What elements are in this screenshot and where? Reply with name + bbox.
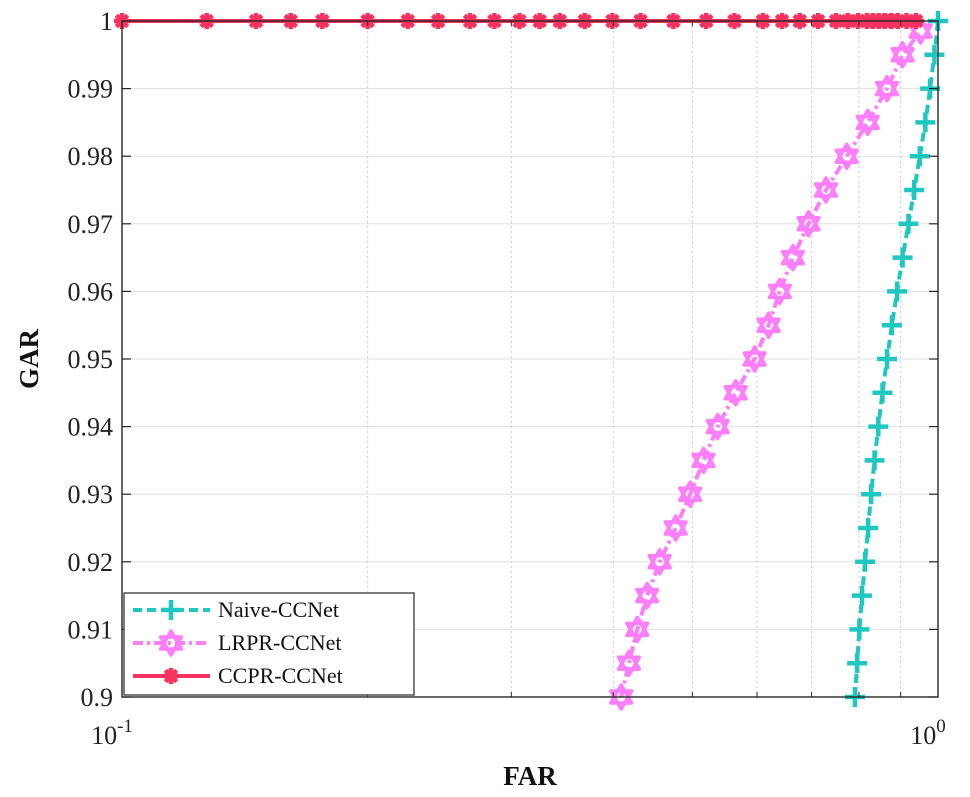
data-point xyxy=(858,518,879,538)
x-tick-label: 10-1 xyxy=(91,716,133,750)
data-point xyxy=(881,315,902,336)
data-point xyxy=(647,548,672,576)
data-point xyxy=(852,585,873,606)
y-tick-label: 0.97 xyxy=(68,210,114,239)
data-point xyxy=(705,412,730,441)
y-tick-label: 0.9 xyxy=(81,683,114,712)
data-point xyxy=(813,176,839,204)
legend-label: Naive-CCNet xyxy=(218,597,339,622)
y-tick-label: 0.95 xyxy=(68,345,114,374)
data-point xyxy=(855,108,880,137)
data-point xyxy=(855,551,876,572)
y-tick-label: 0.99 xyxy=(68,75,114,104)
data-point xyxy=(767,277,792,306)
data-point xyxy=(834,142,859,170)
y-tick-label: 0.94 xyxy=(68,413,114,442)
x-tick-label: 100 xyxy=(910,716,946,750)
data-point xyxy=(847,653,868,674)
legend-marker xyxy=(161,600,181,620)
data-point xyxy=(887,281,908,302)
data-point xyxy=(723,379,748,407)
data-point xyxy=(691,446,716,475)
data-point xyxy=(796,210,821,238)
series-line xyxy=(619,29,923,698)
y-tick-label: 0.92 xyxy=(68,548,114,577)
legend-marker xyxy=(158,629,184,657)
data-point xyxy=(861,484,882,505)
data-point xyxy=(898,213,919,234)
legend-label: CCPR-CCNet xyxy=(218,663,343,688)
y-axis-title: GAR xyxy=(14,329,44,390)
data-point xyxy=(616,649,642,677)
y-tick-label: 0.96 xyxy=(68,277,114,306)
data-point xyxy=(625,615,650,644)
data-point xyxy=(924,44,945,65)
data-point xyxy=(868,416,889,437)
data-point xyxy=(663,514,688,542)
data-point xyxy=(849,619,870,640)
data-point xyxy=(756,311,781,339)
data-point xyxy=(609,683,634,711)
x-axis-title: FAR xyxy=(503,761,557,791)
x-tick-base: 10 xyxy=(910,721,936,750)
data-point xyxy=(634,581,660,610)
axis-ticks: 0.9 0.91 0.92 0.93 0.94 0.95 0.96 0.97 0.98 0.99 1… xyxy=(68,7,946,750)
data-point xyxy=(915,112,936,133)
x-tick-base: 10 xyxy=(91,721,117,750)
data-point xyxy=(864,450,885,471)
y-tick-label: 0.98 xyxy=(68,142,114,171)
x-tick-exponent: -1 xyxy=(117,716,133,737)
y-tick-label: 0.91 xyxy=(68,615,114,644)
data-point xyxy=(890,41,915,69)
legend-marker xyxy=(163,668,179,684)
data-point xyxy=(780,243,806,272)
data-point xyxy=(877,349,898,369)
data-point xyxy=(909,146,930,167)
y-tick-label: 0.93 xyxy=(68,480,114,509)
y-tick-label: 1 xyxy=(100,7,113,36)
data-point xyxy=(678,480,703,508)
x-tick-exponent: 0 xyxy=(936,716,946,737)
data-point xyxy=(742,345,767,373)
data-point xyxy=(872,382,893,403)
legend: Naive-CCNet LRPR-CCNet CCPR-CCNet xyxy=(123,592,415,696)
data-point xyxy=(874,74,900,103)
series-lrpr-ccnet xyxy=(609,17,933,711)
data-point xyxy=(904,180,925,200)
legend-label: LRPR-CCNet xyxy=(218,630,341,655)
data-point xyxy=(892,247,913,268)
